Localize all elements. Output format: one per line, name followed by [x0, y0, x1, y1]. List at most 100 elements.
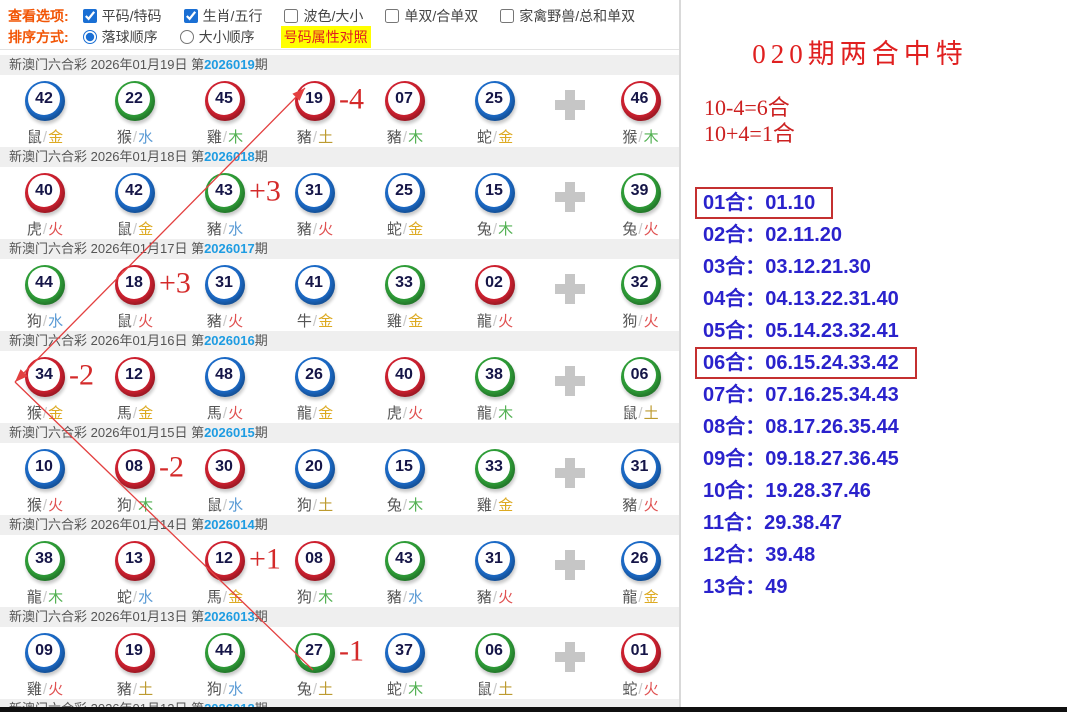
ball-number: 40: [28, 175, 60, 207]
zodiac-label: 牛/金: [270, 310, 360, 331]
zodiac-text: 馬: [206, 405, 222, 422]
view-option-checkbox[interactable]: [82, 8, 97, 23]
draw-period-link[interactable]: 2026017: [204, 241, 255, 256]
lottery-ball: 46: [620, 81, 661, 121]
lottery-ball: 13: [115, 541, 155, 581]
sort-option-radio[interactable]: [179, 29, 194, 44]
sort-option-1[interactable]: 落球顺序: [82, 27, 158, 47]
zodiac-text: 狗: [622, 313, 638, 330]
ball-number: 25: [478, 83, 510, 115]
element-text: 火: [408, 405, 424, 422]
draw-title-suffix: 期: [254, 149, 268, 164]
ball-cell: 39 兔/火: [600, 173, 681, 239]
element-text: 木: [228, 129, 244, 146]
ball-cell: 25 蛇/金: [450, 81, 540, 147]
ball-number: 15: [478, 175, 510, 207]
zodiac-text: 龍: [476, 405, 492, 422]
ball-row: 42 鼠/金 22 猴/水 45 雞/木 19 豬/土 07 豬/木 25 蛇/金 46 猴/木: [0, 75, 679, 147]
plus-cell: [540, 173, 600, 239]
ball-number: 42: [28, 83, 60, 115]
ball-number: 34: [28, 359, 60, 391]
view-option-checkbox[interactable]: [385, 8, 400, 23]
ball-cell: 27 兔/土: [270, 633, 360, 699]
zodiac-text: 兔: [296, 681, 312, 698]
lottery-ball: 43: [385, 541, 425, 581]
draw-period-link[interactable]: 2026014: [204, 517, 255, 532]
ball-cell: 31 豬/火: [450, 541, 540, 607]
sort-option-radio[interactable]: [82, 29, 97, 44]
view-option-checkbox[interactable]: [183, 8, 198, 23]
sort-option-2[interactable]: 大小顺序: [179, 27, 255, 47]
combo-row: 12合：39.48: [701, 539, 1067, 571]
results-list: 新澳门六合彩 2026年01月19日 第2026019期 42 鼠/金 22 猴/水 45…: [0, 55, 679, 699]
zodiac-label: 虎/火: [0, 218, 90, 239]
ball-number: 12: [208, 543, 240, 575]
element-text: 金: [228, 589, 244, 606]
slash: /: [492, 129, 498, 146]
zodiac-text: 雞: [386, 313, 402, 330]
slash: /: [402, 405, 408, 422]
view-option-checkbox[interactable]: [284, 8, 299, 23]
element-text: 木: [643, 129, 659, 146]
ball-number: 13: [118, 543, 150, 575]
lottery-ball: 31: [475, 541, 515, 581]
zodiac-label: 豬/火: [270, 218, 360, 239]
slash: /: [638, 221, 643, 238]
element-text: 土: [318, 129, 334, 146]
draw-period-link[interactable]: 2026018: [204, 149, 255, 164]
zodiac-label: 蛇/火: [600, 678, 681, 699]
ball-number: 44: [28, 267, 60, 299]
element-text: 火: [228, 405, 244, 422]
combo-highlight-box: 06合：06.15.24.33.42: [695, 347, 917, 379]
draw-period-link[interactable]: 2026012: [204, 701, 255, 712]
view-option-3[interactable]: 波色/大小: [284, 6, 363, 26]
draw-row: 新澳门六合彩 2026年01月15日 第2026015期 10 猴/火 08 狗/木 30…: [0, 423, 679, 515]
view-option-1[interactable]: 平码/特码: [82, 6, 162, 26]
number-attribute-compare-link[interactable]: 号码属性对照: [280, 25, 371, 48]
zodiac-label: 龍/木: [450, 402, 540, 423]
element-text: 土: [318, 497, 334, 514]
draw-period-link[interactable]: 2026015: [204, 425, 255, 440]
plus-cell: [540, 541, 600, 607]
plus-icon: [555, 550, 585, 580]
view-option-2[interactable]: 生肖/五行: [183, 6, 262, 26]
view-option-5[interactable]: 家禽野兽/总和单双: [500, 6, 635, 26]
element-text: 火: [643, 313, 659, 330]
draw-period-link[interactable]: 2026013: [204, 609, 255, 624]
element-text: 火: [643, 221, 659, 238]
lottery-ball: 07: [385, 81, 425, 121]
draw-title-text: 新澳门六合彩 2026年01月17日 第: [9, 241, 205, 256]
lottery-ball: 26: [295, 357, 335, 397]
zodiac-label: 狗/木: [270, 586, 360, 607]
ball-cell: 44 狗/水: [180, 633, 270, 699]
draw-period-link[interactable]: 2026019: [204, 57, 255, 72]
zodiac-label: 猴/金: [0, 402, 90, 423]
plus-icon: [555, 458, 585, 488]
lottery-ball: 08: [295, 541, 335, 581]
view-option-checkbox[interactable]: [500, 8, 515, 23]
plus-icon: [555, 366, 585, 396]
ball-cell: 44 狗/水: [0, 265, 90, 331]
draw-title-text: 新澳门六合彩 2026年01月16日 第: [9, 333, 205, 348]
lottery-ball: 40: [385, 357, 425, 397]
lottery-ball: 33: [475, 449, 515, 489]
draw-row: 新澳门六合彩 2026年01月17日 第2026017期 44 狗/水 18 鼠/火 31…: [0, 239, 679, 331]
lottery-ball: 44: [205, 633, 245, 673]
draw-period-link[interactable]: 2026016: [204, 333, 255, 348]
zodiac-text: 龍: [622, 589, 638, 606]
ball-number: 39: [623, 175, 656, 207]
ball-cell: 19 豬/土: [270, 81, 360, 147]
view-option-4[interactable]: 单双/合单双: [385, 6, 478, 26]
plus-icon: [555, 90, 585, 120]
slash: /: [492, 405, 498, 422]
slash: /: [638, 681, 643, 698]
sort-options-row: 排序方式: 落球顺序 大小顺序 号码属性对照: [8, 25, 671, 48]
element-text: 火: [138, 313, 154, 330]
ball-number: 06: [623, 359, 656, 391]
results-panel: 查看选项: 平码/特码 生肖/五行 波色/大小 单双/合单双 家禽野兽/总和单双 排序方…: [0, 0, 681, 712]
zodiac-text: 狗: [116, 497, 132, 514]
combo-row: 03合：03.12.21.30: [701, 251, 1067, 283]
ball-number: 43: [388, 543, 420, 575]
combo-text: 03合：03.12.21.30: [703, 256, 871, 278]
zodiac-label: 蛇/木: [360, 678, 450, 699]
